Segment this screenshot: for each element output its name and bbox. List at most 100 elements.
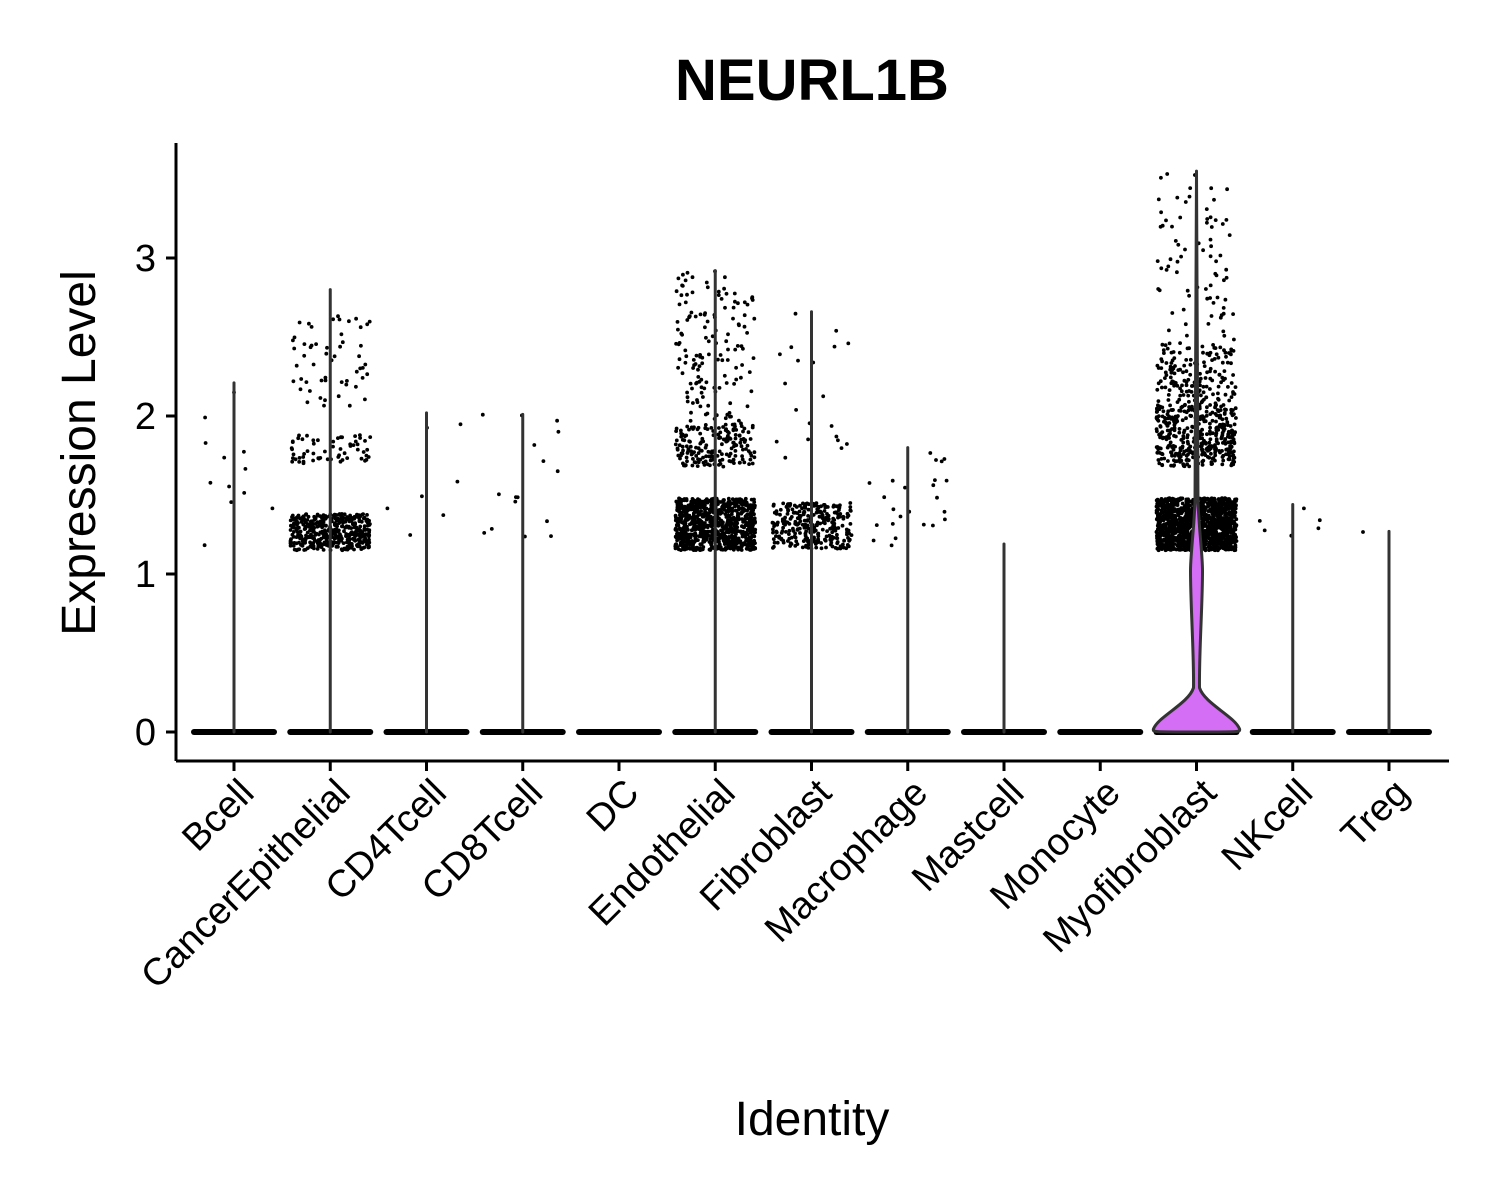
data-point: [1208, 525, 1212, 530]
data-point: [742, 426, 747, 431]
data-point: [724, 339, 729, 344]
data-point: [736, 536, 741, 541]
data-point: [1204, 413, 1209, 418]
data-point: [750, 526, 755, 531]
data-point: [1190, 384, 1194, 388]
data-point: [725, 546, 729, 551]
data-point: [748, 437, 753, 441]
data-point: [677, 341, 682, 345]
data-point: [222, 455, 227, 460]
data-point: [1213, 218, 1218, 223]
data-point: [793, 519, 798, 524]
data-point: [1226, 429, 1231, 434]
data-point: [744, 539, 748, 543]
data-point: [732, 382, 736, 386]
data-point: [675, 538, 679, 543]
data-point: [1219, 404, 1223, 409]
data-point: [704, 506, 709, 511]
data-point: [1184, 383, 1189, 388]
data-point: [1160, 505, 1165, 510]
data-point: [778, 512, 782, 517]
data-point: [1216, 441, 1220, 446]
data-point: [726, 434, 730, 438]
data-point: [752, 450, 757, 455]
data-point: [706, 529, 711, 534]
data-point: [789, 345, 794, 350]
data-point: [1216, 522, 1221, 527]
data-point: [704, 335, 708, 340]
data-point: [824, 534, 829, 539]
data-point: [699, 542, 704, 546]
data-point: [737, 418, 741, 423]
data-point: [688, 381, 693, 386]
data-point: [742, 324, 747, 329]
data-point: [698, 312, 703, 317]
data-point: [798, 519, 803, 524]
data-point: [549, 534, 553, 538]
data-point: [1200, 447, 1205, 452]
data-point: [724, 381, 729, 385]
data-point: [678, 535, 683, 540]
data-point: [722, 498, 726, 502]
data-point: [1211, 343, 1215, 347]
data-point: [319, 378, 324, 383]
data-point: [934, 458, 938, 462]
data-point: [704, 380, 709, 385]
data-point: [365, 322, 370, 327]
data-point: [687, 427, 691, 432]
data-point: [555, 469, 560, 474]
data-point: [227, 484, 232, 489]
data-point: [1217, 449, 1221, 453]
data-point: [822, 509, 827, 513]
data-point: [733, 543, 738, 548]
data-point: [1207, 351, 1212, 356]
data-point: [736, 301, 740, 306]
data-point: [848, 505, 853, 509]
data-point: [743, 499, 747, 503]
data-point: [699, 390, 704, 395]
data-point: [358, 433, 362, 437]
data-point: [340, 340, 345, 345]
data-point: [1166, 459, 1170, 463]
data-point: [832, 344, 837, 349]
data-point: [847, 538, 851, 543]
data-point: [1186, 503, 1191, 508]
data-point: [1179, 254, 1183, 259]
data-point: [674, 523, 679, 527]
data-point: [1361, 530, 1365, 534]
data-point: [352, 538, 357, 542]
data-point: [1166, 393, 1171, 397]
data-point: [745, 443, 750, 448]
data-point: [838, 544, 843, 549]
data-point: [717, 522, 722, 527]
data-point: [1168, 539, 1173, 544]
data-point: [1222, 510, 1227, 515]
data-point: [360, 530, 365, 534]
data-point: [311, 451, 316, 456]
data-point: [815, 539, 820, 544]
data-point: [1229, 407, 1234, 412]
data-point: [202, 543, 207, 548]
data-point: [680, 283, 684, 288]
data-point: [724, 291, 729, 296]
data-point: [693, 537, 698, 542]
data-point: [1216, 384, 1221, 389]
data-point: [314, 531, 319, 536]
data-point: [1160, 463, 1165, 467]
data-point: [818, 509, 823, 514]
data-point: [321, 548, 326, 552]
data-point: [817, 514, 822, 519]
data-point: [1170, 528, 1175, 532]
data-point: [1156, 399, 1161, 403]
data-point: [693, 314, 698, 319]
data-point: [1169, 500, 1174, 505]
data-point: [1317, 518, 1322, 523]
data-point: [1220, 462, 1225, 467]
data-point: [680, 332, 684, 337]
data-point: [1185, 521, 1190, 526]
data-point: [1205, 527, 1210, 532]
data-point: [1161, 518, 1166, 523]
data-point: [680, 498, 685, 503]
data-point: [1224, 275, 1229, 280]
data-point: [792, 534, 797, 539]
